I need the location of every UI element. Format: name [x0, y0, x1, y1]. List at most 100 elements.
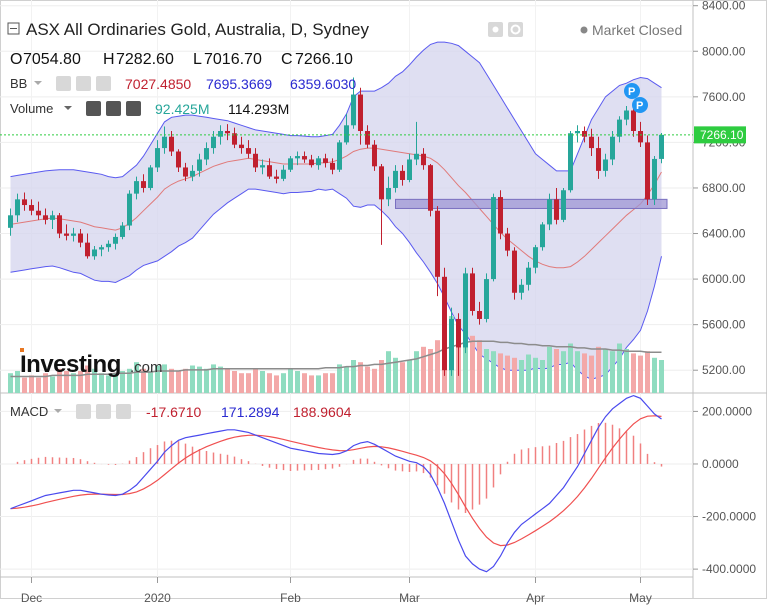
bb-upper-value: 7695.3669 — [206, 76, 272, 92]
candle-body — [484, 279, 489, 319]
volume-bar — [162, 364, 167, 393]
event-marker-2-glyph: P — [636, 100, 643, 112]
price-tick-label: 6000.00 — [702, 272, 746, 286]
volume-bar — [645, 351, 650, 393]
bb-lower-value: 6359.6030 — [290, 76, 356, 92]
candle-body — [393, 170, 398, 188]
candle-body — [610, 136, 615, 160]
candle-body — [617, 119, 622, 137]
candle-body — [71, 233, 76, 236]
candle-body — [43, 215, 48, 220]
volume-eye-icon[interactable] — [86, 101, 101, 116]
candle-body — [120, 225, 125, 237]
macd-chevron-down-icon[interactable] — [54, 409, 62, 413]
volume-label[interactable]: Volume — [10, 101, 53, 116]
volume-bar — [148, 371, 153, 393]
candle-body — [631, 110, 636, 131]
logo-text: Investing — [20, 351, 121, 378]
volume-chevron-down-icon[interactable] — [64, 106, 72, 110]
volume-settings-icon[interactable] — [106, 101, 121, 116]
volume-bar — [8, 373, 13, 393]
volume-bar — [407, 360, 412, 393]
candle-body — [624, 110, 629, 120]
volume-bar — [302, 373, 307, 393]
candle-body — [365, 131, 370, 145]
candle-body — [414, 153, 419, 160]
volume-bar — [372, 368, 377, 393]
candle-body — [407, 159, 412, 180]
macd-pane — [10, 394, 663, 573]
ohlc-open-value: 7054.80 — [23, 51, 81, 68]
candle-body — [568, 133, 573, 191]
volume-bar — [351, 360, 356, 393]
ohlc-high-label: H — [103, 51, 115, 68]
volume-bar — [540, 360, 545, 393]
candle-body — [358, 94, 363, 131]
candle-body — [519, 284, 524, 293]
candle-body — [533, 247, 538, 268]
volume-bar — [526, 354, 531, 393]
bb-label[interactable]: BB — [10, 76, 27, 91]
candle-body — [596, 148, 601, 171]
price-tick-label: 7600.00 — [702, 90, 746, 104]
macd-tick-label: -400.0000 — [702, 562, 756, 576]
macd-main-line — [10, 394, 662, 573]
title-settings-icon[interactable] — [508, 22, 523, 37]
volume-bar — [491, 351, 496, 393]
candle-body — [554, 199, 559, 220]
bb-close-icon[interactable] — [96, 76, 111, 91]
volume-bar — [295, 371, 300, 393]
candle-body — [477, 310, 482, 319]
candle-body — [15, 199, 20, 216]
macd-eye-icon[interactable] — [76, 404, 91, 419]
volume-bar — [386, 351, 391, 393]
volume-bar — [638, 355, 643, 393]
last-price-tag-background — [694, 126, 746, 144]
volume-bar — [15, 371, 20, 393]
volume-bar — [99, 373, 104, 393]
macd-close-icon[interactable] — [116, 404, 131, 419]
support-zone-rect — [395, 198, 668, 209]
volume-bar — [43, 373, 48, 393]
price-tick-label: 6400.00 — [702, 227, 746, 241]
volume-bar — [204, 368, 209, 393]
volume-value-1: 92.425M — [155, 101, 209, 117]
candle-body — [288, 158, 293, 170]
price-tick-label: 6800.00 — [702, 181, 746, 195]
volume-close-icon[interactable] — [126, 101, 141, 116]
volume-bar — [71, 373, 76, 393]
macd-hist-value: -17.6710 — [146, 404, 201, 420]
macd-settings-icon[interactable] — [96, 404, 111, 419]
candle-body — [57, 215, 62, 234]
bb-fill — [10, 42, 662, 380]
ohlc-close-label: C — [281, 51, 293, 68]
volume-bar — [239, 373, 244, 393]
volume-bar — [330, 373, 335, 393]
candle-body — [505, 233, 510, 251]
candle-body — [323, 158, 328, 163]
volume-bar — [568, 343, 573, 393]
candle-body — [190, 170, 195, 177]
collapse-icon[interactable] — [7, 22, 20, 35]
candle-body — [442, 276, 447, 371]
event-marker-1[interactable] — [624, 83, 640, 99]
candle-body — [400, 170, 405, 180]
macd-tick-label: -200.0000 — [702, 510, 756, 524]
bb-settings-icon[interactable] — [76, 76, 91, 91]
volume-bar — [533, 357, 538, 393]
candle-body — [582, 131, 587, 137]
bb-eye-icon[interactable] — [56, 76, 71, 91]
last-price-tag-label: 7266.10 — [700, 128, 744, 142]
macd-label[interactable]: MACD — [10, 404, 48, 419]
candle-body — [211, 136, 216, 149]
volume-bar — [141, 368, 146, 393]
volume-bar — [512, 357, 517, 393]
candle-body — [351, 94, 356, 126]
volume-bar — [414, 351, 419, 393]
bb-chevron-down-icon[interactable] — [34, 81, 42, 85]
volume-bar — [169, 368, 174, 393]
event-marker-2[interactable] — [632, 97, 648, 113]
candle-body — [113, 236, 118, 244]
candle-body — [638, 131, 643, 143]
volume-bar — [624, 349, 629, 393]
